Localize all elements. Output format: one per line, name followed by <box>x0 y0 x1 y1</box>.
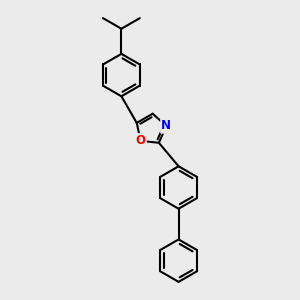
Text: N: N <box>161 119 171 133</box>
Text: O: O <box>136 134 146 147</box>
